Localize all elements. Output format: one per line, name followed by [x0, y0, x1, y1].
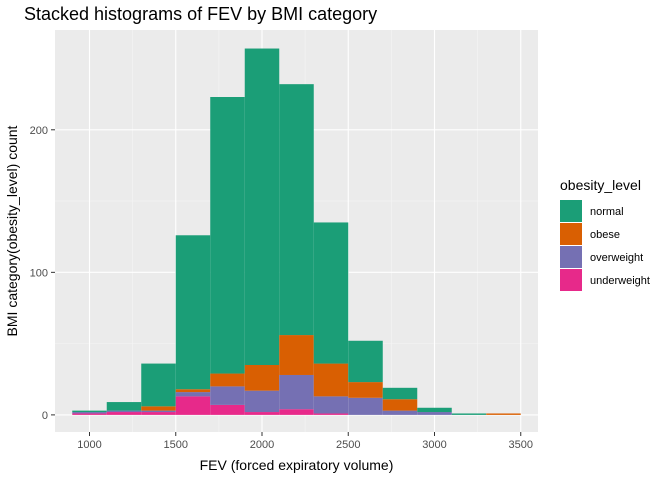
legend-key-obese — [560, 223, 582, 245]
legend-label-underweight: underweight — [590, 275, 650, 287]
bar-obese — [175, 389, 211, 393]
bar-overweight — [175, 392, 211, 397]
bar-underweight — [210, 404, 245, 415]
legend-label-obese: obese — [590, 229, 620, 241]
bar-overweight — [313, 396, 349, 414]
bar-overweight — [279, 374, 314, 410]
bar-obese — [382, 399, 418, 411]
bar-underweight — [313, 413, 349, 415]
legend-title: obesity_level — [560, 177, 641, 193]
bar-normal — [279, 84, 314, 336]
x-tick-label: 3500 — [509, 439, 533, 451]
bar-obese — [141, 406, 176, 411]
x-tick-label: 3000 — [422, 439, 446, 451]
legend-label-normal: normal — [590, 206, 624, 218]
bar-underweight — [175, 396, 211, 415]
chart-title: Stacked histograms of FEV by BMI categor… — [24, 4, 377, 24]
bar-overweight — [348, 397, 383, 415]
legend-label-overweight: overweight — [590, 252, 643, 264]
bar-normal — [417, 407, 452, 413]
legend-key-underweight — [560, 269, 582, 291]
legend-key-normal — [560, 200, 582, 222]
bar-normal — [106, 402, 142, 411]
legend: obesity_level normal obese overweight under… — [560, 177, 650, 291]
y-tick-label: 100 — [30, 267, 48, 279]
x-tick-label: 1000 — [77, 439, 101, 451]
bar-normal — [451, 413, 487, 415]
bar-normal — [141, 363, 176, 407]
y-axis-title: BMI category(obesity_level) count — [4, 125, 20, 336]
x-axis-title: FEV (forced expiratory volume) — [200, 457, 394, 473]
bar-overweight — [72, 412, 107, 414]
x-axis: 1000 1500 2000 2500 3000 3500 — [77, 432, 533, 451]
bar-overweight — [382, 410, 418, 415]
bar-overweight — [106, 410, 142, 413]
bar-overweight — [417, 412, 452, 415]
legend-key-overweight — [560, 246, 582, 268]
y-axis: 0 100 200 — [30, 125, 55, 422]
bar-overweight — [141, 410, 176, 413]
bar-overweight — [244, 390, 280, 413]
x-tick-label: 1500 — [164, 439, 188, 451]
bar-obese — [244, 365, 280, 391]
bar-normal — [244, 48, 280, 365]
y-tick-label: 0 — [42, 410, 48, 422]
bar-normal — [313, 222, 349, 364]
bar-normal — [175, 235, 211, 390]
bar-normal — [210, 97, 245, 374]
bar-underweight — [244, 412, 280, 415]
bar-obese — [210, 373, 245, 387]
x-tick-label: 2000 — [250, 439, 274, 451]
x-tick-label: 2500 — [336, 439, 360, 451]
bars — [72, 48, 521, 415]
bar-underweight — [72, 413, 107, 415]
bar-normal — [348, 340, 383, 383]
bar-obese — [279, 335, 314, 375]
bar-overweight — [210, 386, 245, 405]
bar-obese — [486, 413, 521, 415]
bar-underweight — [141, 412, 176, 415]
bar-obese — [313, 363, 349, 397]
bar-normal — [382, 387, 418, 400]
bar-normal — [72, 410, 107, 413]
bar-underweight — [106, 412, 142, 415]
bar-obese — [348, 382, 383, 398]
y-tick-label: 200 — [30, 125, 48, 137]
bar-underweight — [279, 409, 314, 415]
